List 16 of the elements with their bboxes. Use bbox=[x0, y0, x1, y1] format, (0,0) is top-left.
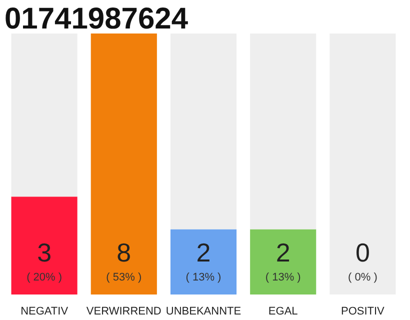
x-tick-label: EGAL bbox=[268, 306, 298, 318]
x-tick-label: NEGATIV bbox=[20, 306, 69, 318]
x-tick-label: VERWIRREND bbox=[86, 306, 162, 318]
data-label: 2 bbox=[276, 238, 290, 268]
x-tick-label: UNBEKANNTE bbox=[166, 306, 242, 318]
data-label: 8 bbox=[116, 238, 132, 268]
x-tick-label: POSITIV bbox=[341, 306, 386, 318]
annotation: ( 13% ) bbox=[265, 272, 301, 284]
annotation: ( 13% ) bbox=[186, 272, 222, 284]
chart-title: 01741987624 bbox=[4, 2, 188, 36]
annotation: ( 0% ) bbox=[348, 272, 378, 284]
annotation: ( 20% ) bbox=[26, 272, 62, 284]
annotation: 0 bbox=[355, 238, 370, 268]
annotation: ( 53% ) bbox=[106, 272, 142, 284]
data-label: 3 bbox=[37, 238, 52, 268]
data-label: 2 bbox=[196, 238, 211, 268]
